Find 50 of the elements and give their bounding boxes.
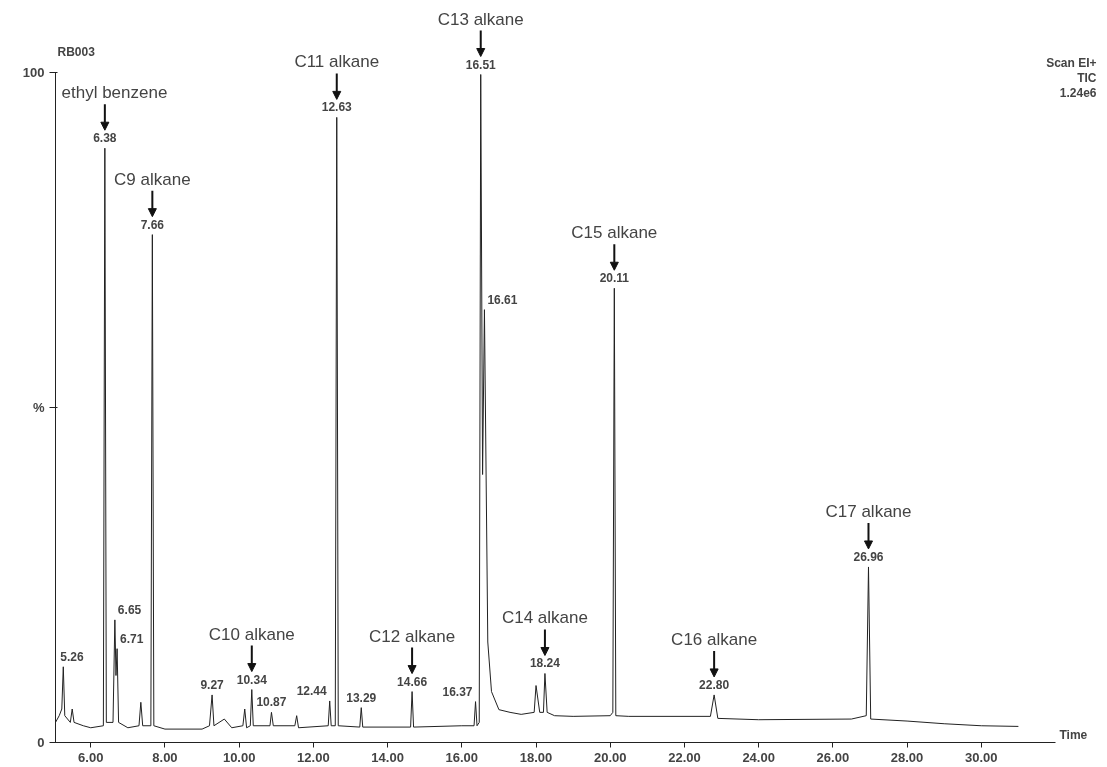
text: Scan EI+ [1046, 55, 1097, 70]
annotation: 20.11 [599, 271, 630, 286]
annotation: 9.27 [200, 677, 225, 692]
y-tick-label: % [32, 400, 45, 415]
annotation: C12 alkane [369, 626, 456, 646]
annotation: 6.38 [93, 131, 117, 146]
annotation: C9 alkane [114, 169, 191, 189]
text: TIC [1077, 70, 1097, 85]
x-tick-label: 8.00 [152, 749, 178, 765]
y-tick-label: 100 [22, 65, 45, 80]
annotation: 12.63 [321, 100, 353, 115]
annotation: 16.51 [465, 57, 497, 72]
annotation: 16.37 [442, 684, 473, 699]
annotation: 10.87 [256, 695, 287, 710]
y-tick-label: 0 [37, 735, 45, 750]
annotation: 22.80 [699, 677, 730, 692]
x-tick-label: 6.00 [78, 749, 104, 765]
annotation: 7.66 [140, 217, 165, 232]
x-tick-label: 30.00 [965, 749, 998, 765]
annotation: 14.66 [397, 674, 428, 689]
annotation: 6.65 [117, 602, 142, 617]
x-tick-label: 28.00 [890, 749, 924, 765]
annotation: C10 alkane [208, 624, 295, 644]
annotation: 26.96 [853, 549, 884, 564]
annotation: 5.26 [60, 649, 84, 664]
annotation: C13 alkane [437, 9, 524, 29]
x-tick-label: 12.00 [297, 749, 330, 765]
x-tick-label: 10.00 [222, 749, 256, 765]
x-tick-label: 16.00 [445, 749, 479, 765]
annotation: C14 alkane [501, 608, 588, 628]
x-tick-label: 18.00 [519, 749, 553, 765]
annotation: 6.71 [120, 631, 144, 646]
annotation: ethyl benzene [61, 83, 168, 103]
annotation: 16.61 [487, 292, 518, 307]
text: RB003 [57, 44, 96, 59]
x-axis-title: Time [1059, 727, 1088, 742]
text: 1.24e6 [1059, 86, 1097, 100]
x-tick-label: 26.00 [816, 749, 850, 765]
annotation: 12.44 [296, 683, 328, 698]
x-tick-label: 24.00 [742, 749, 775, 765]
annotation: C11 alkane [294, 52, 380, 72]
x-tick-label: 22.00 [668, 749, 701, 765]
annotation: 13.29 [346, 690, 377, 705]
annotation: C15 alkane [571, 223, 658, 243]
x-tick-label: 14.00 [371, 749, 404, 765]
annotation: C16 alkane [671, 629, 758, 649]
annotation: 18.24 [529, 656, 561, 671]
x-tick-label: 20.00 [593, 749, 627, 765]
annotation: C17 alkane [825, 501, 912, 521]
annotation: 10.34 [236, 672, 268, 687]
